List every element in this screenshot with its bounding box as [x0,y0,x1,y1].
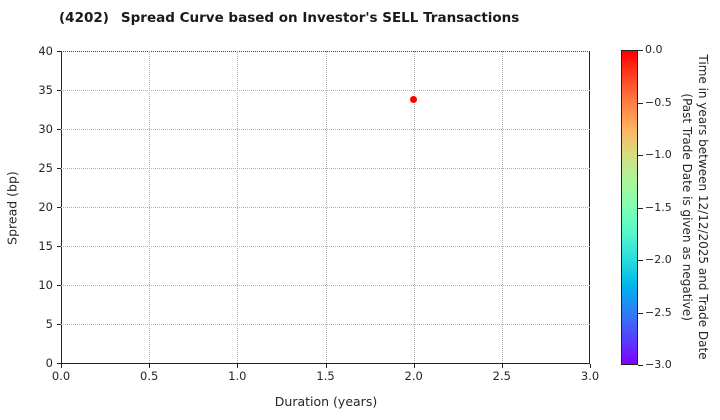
colorbar-tick-mark [638,260,643,261]
colorbar-label-line2: (Past Trade Date is given as negative) [680,93,694,321]
y-tick-label: 5 [45,317,53,331]
y-tick-label: 15 [38,239,53,253]
x-tick-label: 0.5 [140,369,159,383]
x-tick-mark [325,364,327,368]
chart-title: (4202) Spread Curve based on Investor's S… [59,10,519,26]
grid-line-horizontal [61,129,590,130]
y-tick-label: 35 [38,83,53,97]
colorbar-tick-label: −3.0 [645,358,672,371]
y-tick-label: 30 [38,122,53,136]
grid-line-horizontal [61,285,590,286]
y-tick-mark [57,90,61,91]
colorbar-tick-label: 0.0 [645,43,663,56]
colorbar-tick-mark [638,155,643,156]
x-tick-mark [237,364,239,368]
y-tick-label: 0 [45,356,53,370]
y-tick-mark [57,168,61,169]
y-tick-label: 40 [38,44,53,58]
colorbar-tick-mark [638,50,643,51]
chart-title-text: Spread Curve based on Investor's SELL Tr… [120,10,520,26]
grid-line-horizontal [61,207,590,208]
data-point [410,95,418,103]
colorbar-tick-mark [638,312,643,314]
ticker-code: (4202) [59,10,109,26]
grid-line-horizontal [61,324,590,325]
y-tick-mark [57,324,61,325]
y-tick-mark [57,129,61,130]
colorbar-label: Time in years between 12/12/2025 and Tra… [679,54,711,359]
colorbar-tick-label: −1.5 [645,200,672,214]
colorbar-tick-mark [638,365,643,366]
colorbar-tick-label: −0.5 [645,95,672,109]
x-tick-mark [590,364,591,368]
colorbar-tick-label: −2.0 [645,253,672,266]
y-tick-mark [57,363,61,364]
y-tick-mark [57,285,61,286]
colorbar-tick-mark [638,207,643,209]
x-tick-mark [501,364,503,368]
grid-line-horizontal [61,168,590,169]
y-tick-mark [57,207,61,208]
x-tick-label: 1.5 [316,369,335,383]
x-tick-mark [413,364,415,368]
y-tick-mark [57,51,61,52]
grid-line-horizontal [61,246,590,247]
x-axis-label: Duration (years) [274,394,378,409]
y-tick-label: 25 [38,161,53,175]
y-tick-mark [57,246,61,247]
x-tick-label: 2.0 [404,369,423,383]
x-tick-mark [149,364,151,368]
grid-line-horizontal [61,90,590,91]
x-tick-label: 2.5 [492,369,511,383]
x-tick-mark [61,364,62,368]
colorbar-tick-mark [638,102,643,104]
x-tick-label: 1.0 [228,369,247,383]
colorbar [621,50,638,365]
y-tick-label: 10 [38,278,53,292]
y-tick-label: 20 [38,200,53,214]
x-tick-label: 0.0 [51,369,71,383]
y-axis-label: Spread (bp) [4,171,20,245]
colorbar-tick-label: −1.0 [645,148,672,161]
colorbar-tick-label: −2.5 [645,305,672,319]
colorbar-label-line1: Time in years between 12/12/2025 and Tra… [696,54,710,360]
x-tick-label: 3.0 [580,369,600,383]
